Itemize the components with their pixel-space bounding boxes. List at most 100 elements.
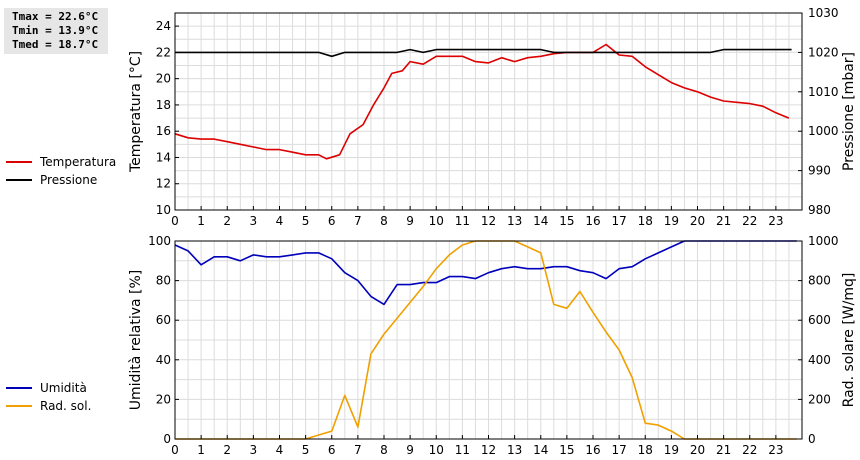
y2-tick-label: 1010 — [808, 85, 839, 99]
x-tick-label: 20 — [690, 443, 705, 457]
y2-tick-label: 400 — [808, 353, 831, 367]
x-tick-label: 23 — [768, 214, 783, 228]
y2-tick-label: 0 — [808, 432, 816, 446]
y2-tick-label: 1020 — [808, 45, 839, 59]
x-tick-label: 6 — [328, 443, 336, 457]
x-tick-label: 7 — [354, 443, 362, 457]
legend-item-umidita: Umidità — [6, 379, 91, 397]
y-tick-label: 80 — [156, 274, 171, 288]
legend-swatch-radsol — [6, 405, 32, 407]
legend-label-radsol: Rad. sol. — [40, 399, 92, 413]
x-tick-label: 17 — [611, 214, 626, 228]
x-tick-label: 2 — [223, 443, 231, 457]
x-tick-label: 4 — [276, 443, 284, 457]
y-tick-label: 40 — [156, 353, 171, 367]
x-tick-label: 22 — [742, 443, 757, 457]
y-tick-label: 60 — [156, 313, 171, 327]
y-tick-label: 12 — [156, 177, 171, 191]
x-tick-label: 4 — [276, 214, 284, 228]
x-tick-label: 1 — [197, 443, 205, 457]
y-tick-label: 16 — [156, 124, 171, 138]
y-tick-label: 20 — [156, 392, 171, 406]
x-tick-label: 18 — [638, 214, 653, 228]
y-axis-label: Umidità relativa [%] — [128, 270, 144, 411]
y2-tick-label: 800 — [808, 274, 831, 288]
x-tick-label: 23 — [768, 443, 783, 457]
legend-swatch-umidita — [6, 387, 32, 389]
legend-item-temperatura: Temperatura — [6, 153, 116, 171]
legend-label-pressione: Pressione — [40, 173, 98, 187]
series-line-pressione — [175, 48, 792, 58]
y2-axis-label: Pressione [mbar] — [841, 52, 857, 171]
x-tick-label: 20 — [690, 214, 705, 228]
y-tick-label: 0 — [163, 432, 171, 446]
x-tick-label: 3 — [250, 443, 258, 457]
x-tick-label: 8 — [380, 214, 388, 228]
y-axis-label: Temperatura [°C] — [128, 51, 144, 173]
x-tick-label: 12 — [481, 214, 496, 228]
legend-swatch-temperatura — [6, 161, 32, 163]
y-tick-label: 100 — [148, 234, 171, 248]
x-tick-label: 9 — [406, 214, 414, 228]
legend-label-umidita: Umidità — [40, 381, 87, 395]
x-tick-label: 14 — [533, 443, 548, 457]
x-tick-label: 5 — [302, 443, 310, 457]
x-tick-label: 22 — [742, 214, 757, 228]
y-tick-label: 14 — [156, 150, 171, 164]
y2-tick-label: 1030 — [808, 6, 839, 20]
legend-item-radsol: Rad. sol. — [6, 397, 91, 415]
x-tick-label: 13 — [507, 443, 522, 457]
x-tick-label: 21 — [716, 214, 731, 228]
y2-tick-label: 600 — [808, 313, 831, 327]
x-tick-label: 19 — [664, 214, 679, 228]
x-tick-label: 0 — [171, 214, 179, 228]
x-tick-label: 15 — [559, 214, 574, 228]
legend-swatch-pressione — [6, 179, 32, 181]
x-tick-label: 17 — [611, 443, 626, 457]
y2-tick-label: 980 — [808, 203, 831, 217]
y-tick-label: 22 — [156, 45, 171, 59]
y2-tick-label: 1000 — [808, 124, 839, 138]
x-tick-label: 12 — [481, 443, 496, 457]
x-tick-label: 10 — [429, 214, 444, 228]
tmed-text: Tmed = 18.7°C — [12, 38, 99, 51]
x-tick-label: 13 — [507, 214, 522, 228]
x-tick-label: 14 — [533, 214, 548, 228]
x-tick-label: 6 — [328, 214, 336, 228]
x-tick-label: 18 — [638, 443, 653, 457]
x-tick-label: 15 — [559, 443, 574, 457]
x-tick-label: 2 — [223, 214, 231, 228]
tmax-text: Tmax = 22.6°C — [12, 10, 99, 23]
legend-top: Temperatura Pressione — [6, 153, 116, 189]
y2-axis-label: Rad. solare [W/mq] — [841, 273, 857, 408]
x-tick-label: 8 — [380, 443, 388, 457]
x-tick-label: 16 — [585, 443, 600, 457]
y-tick-label: 18 — [156, 98, 171, 112]
y-tick-label: 20 — [156, 72, 171, 86]
y-tick-label: 24 — [156, 19, 171, 33]
y2-tick-label: 1000 — [808, 234, 839, 248]
x-tick-label: 5 — [302, 214, 310, 228]
series-line-umidit- — [174, 240, 797, 306]
x-tick-label: 10 — [429, 443, 444, 457]
tmin-text: Tmin = 13.9°C — [12, 24, 99, 37]
legend-label-temperatura: Temperatura — [40, 155, 117, 169]
stats-box: Tmax = 22.6°C Tmin = 13.9°C Tmed = 18.7°… — [4, 8, 108, 54]
x-tick-label: 11 — [455, 214, 470, 228]
series-line-temperatura — [174, 43, 790, 160]
legend-bottom: Umidità Rad. sol. — [6, 379, 91, 415]
x-tick-label: 0 — [171, 443, 179, 457]
x-tick-label: 1 — [197, 214, 205, 228]
y2-tick-label: 990 — [808, 164, 831, 178]
x-tick-label: 19 — [664, 443, 679, 457]
x-tick-label: 3 — [250, 214, 258, 228]
x-tick-label: 9 — [406, 443, 414, 457]
legend-item-pressione: Pressione — [6, 171, 116, 189]
x-tick-label: 7 — [354, 214, 362, 228]
x-tick-label: 11 — [455, 443, 470, 457]
x-tick-label: 16 — [585, 214, 600, 228]
y2-tick-label: 200 — [808, 392, 831, 406]
y-tick-label: 10 — [156, 203, 171, 217]
x-tick-label: 21 — [716, 443, 731, 457]
